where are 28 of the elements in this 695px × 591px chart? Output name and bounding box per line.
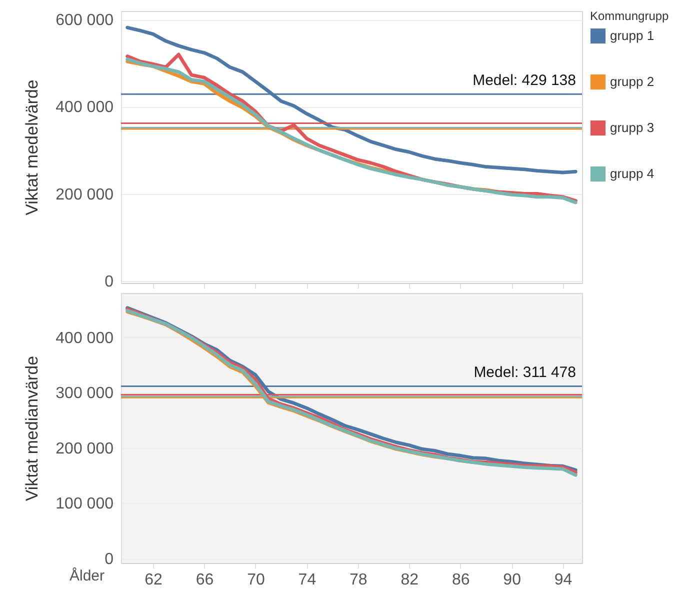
- y-tick-label: 400 000: [56, 99, 114, 116]
- y-tick-label: 100 000: [56, 496, 114, 513]
- x-tick-label: 66: [196, 572, 214, 588]
- x-tick-label: 74: [298, 572, 316, 588]
- x-tick-label: 86: [452, 572, 470, 588]
- ref-line-label: Medel: 429 138: [472, 72, 576, 90]
- ref-line-label: Medel: 311 478: [474, 364, 576, 382]
- x-tick-label: 90: [503, 572, 522, 588]
- y-tick-label: 0: [104, 551, 114, 568]
- x-axis-title: Ålder: [70, 566, 105, 584]
- y-tick-label: 0: [104, 273, 114, 290]
- y-tick-label: 200 000: [56, 186, 114, 204]
- y-tick-label: 300 000: [56, 385, 114, 402]
- x-tick-label: 82: [400, 572, 419, 588]
- y-tick-label: 400 000: [56, 330, 114, 347]
- y-tick-label: 600 000: [56, 12, 114, 30]
- y-tick-label: 200 000: [56, 440, 114, 458]
- legend-label: grupp 4: [610, 166, 654, 181]
- legend-label: grupp 1: [610, 28, 654, 43]
- legend-label: grupp 2: [610, 74, 654, 89]
- x-tick-label: 78: [350, 572, 368, 588]
- y-axis-title: Viktat medianvärde: [22, 356, 42, 502]
- x-tick-label: 70: [247, 572, 265, 588]
- y-axis-title: Viktat medelvärde: [22, 80, 42, 216]
- legend-label: grupp 3: [610, 120, 654, 135]
- x-tick-label: 62: [144, 572, 163, 588]
- legend-title: Kommungrupp: [590, 9, 670, 23]
- x-tick-label: 94: [554, 572, 572, 588]
